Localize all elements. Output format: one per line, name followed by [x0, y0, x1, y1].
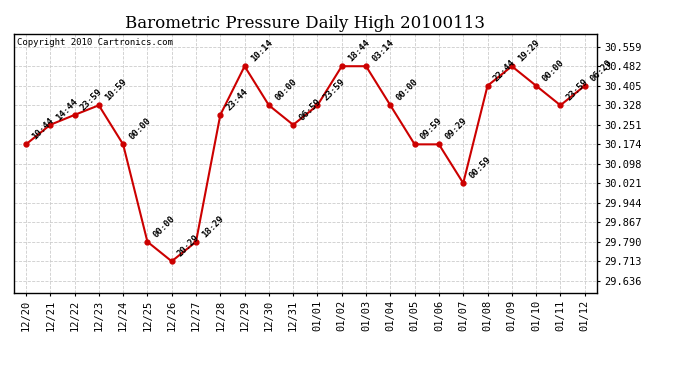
- Text: 23:59: 23:59: [79, 87, 104, 112]
- Text: 18:29: 18:29: [200, 214, 226, 239]
- Text: 03:14: 03:14: [371, 38, 395, 63]
- Text: 14:44: 14:44: [55, 97, 80, 122]
- Text: 23:59: 23:59: [322, 77, 347, 102]
- Text: 00:00: 00:00: [152, 214, 177, 239]
- Text: 06:59: 06:59: [297, 97, 323, 122]
- Text: 00:00: 00:00: [127, 116, 152, 142]
- Text: 00:59: 00:59: [467, 155, 493, 180]
- Text: 18:44: 18:44: [346, 38, 371, 63]
- Text: 23:59: 23:59: [564, 77, 590, 102]
- Text: 00:00: 00:00: [540, 58, 566, 83]
- Text: 23:44: 23:44: [224, 87, 250, 112]
- Text: Copyright 2010 Cartronics.com: Copyright 2010 Cartronics.com: [17, 38, 172, 46]
- Text: 09:29: 09:29: [443, 116, 469, 142]
- Text: 09:59: 09:59: [419, 116, 444, 142]
- Text: 00:00: 00:00: [273, 77, 298, 102]
- Text: 19:29: 19:29: [516, 38, 542, 63]
- Text: 10:44: 10:44: [30, 116, 55, 142]
- Text: 22:44: 22:44: [492, 58, 517, 83]
- Text: 06:29: 06:29: [589, 58, 614, 83]
- Text: 10:14: 10:14: [249, 38, 274, 63]
- Text: 10:59: 10:59: [103, 77, 128, 102]
- Text: 00:00: 00:00: [395, 77, 420, 102]
- Text: 20:29: 20:29: [176, 233, 201, 258]
- Title: Barometric Pressure Daily High 20100113: Barometric Pressure Daily High 20100113: [126, 15, 485, 32]
